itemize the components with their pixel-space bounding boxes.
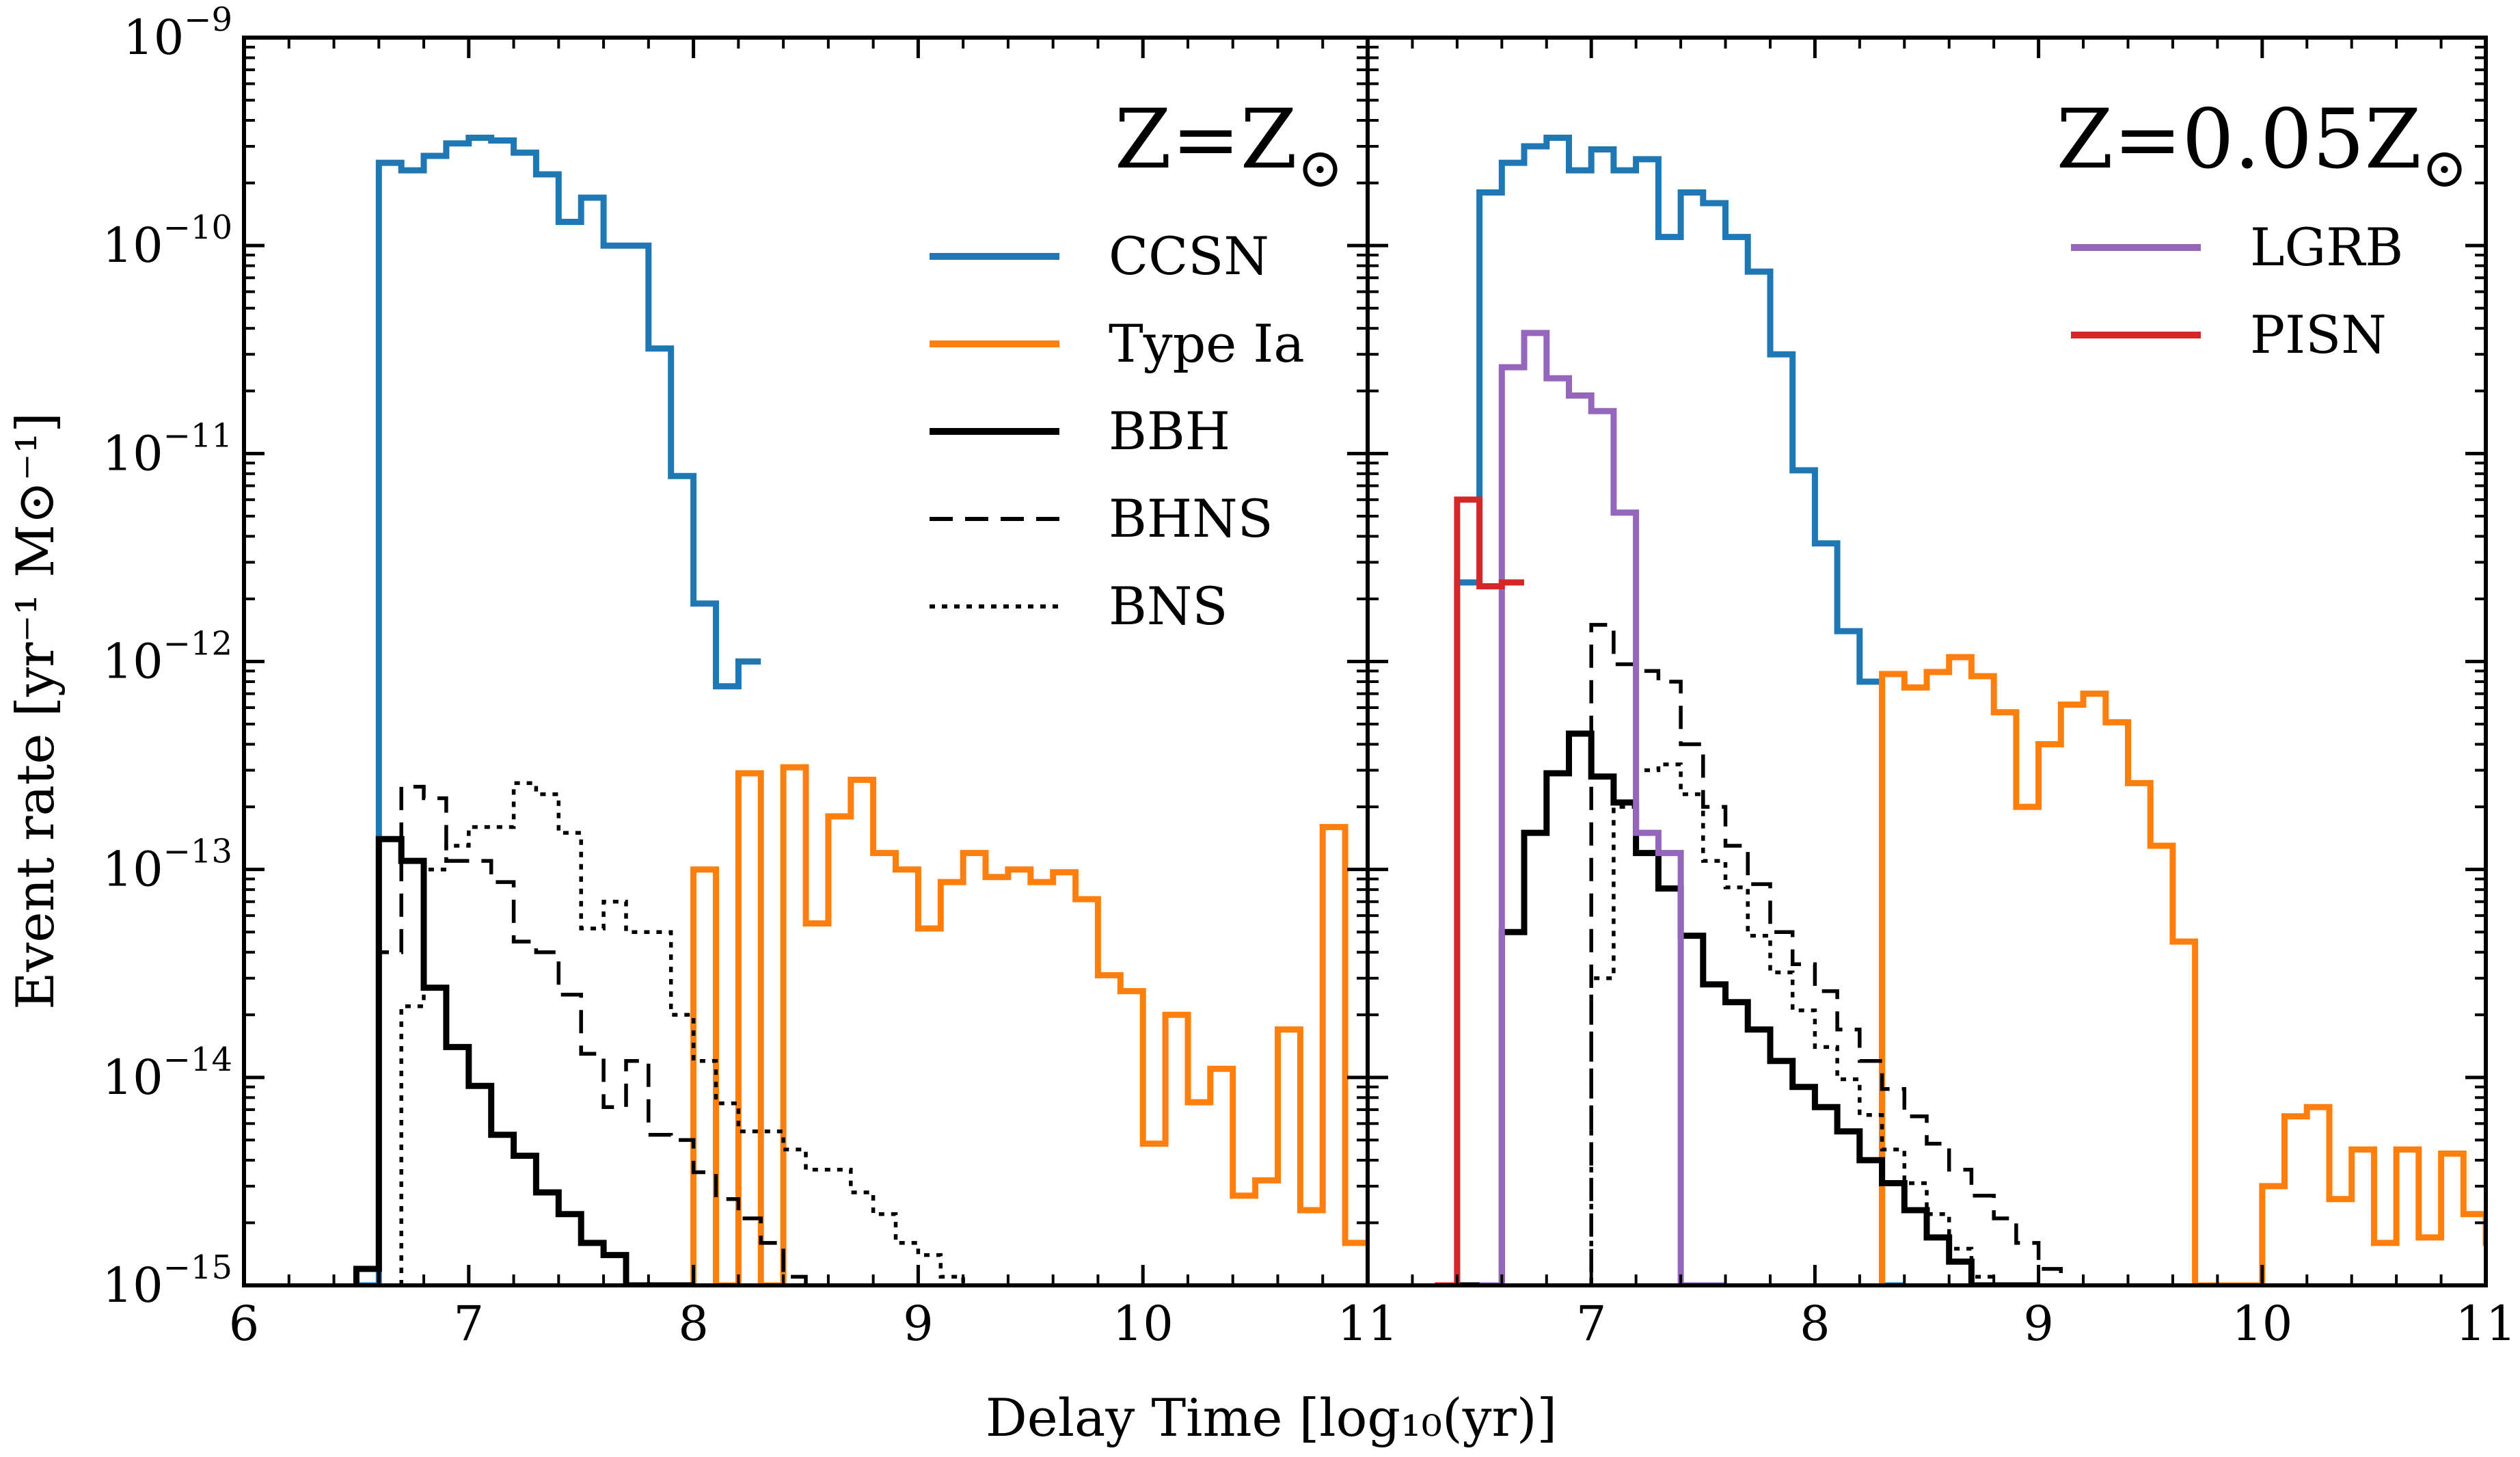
- panel-left-series: [353, 135, 1368, 1285]
- series-bns-line: [399, 781, 986, 1285]
- series-ccsn-line: [356, 135, 761, 1285]
- series-pisn-line: [1435, 496, 1524, 1285]
- legend-item-pisn: PISN: [2071, 304, 2387, 365]
- legend-label: Type Ia: [1109, 313, 1305, 374]
- legend-label: CCSN: [1109, 226, 1269, 286]
- y-tick-label: 10−10: [103, 209, 232, 273]
- legend-left: CCSN Type Ia BBH BHNS BNS: [930, 226, 1305, 637]
- legend-item-lgrb: LGRB: [2071, 217, 2403, 278]
- y-tick-labels: 10−9 10−10 10−11 10−12 10−13 10−14 10−15: [103, 1, 232, 1313]
- series-type-ia-line: [1879, 654, 2486, 1285]
- legend-item-bhns: BHNS: [930, 488, 1273, 549]
- x-tick-label: 9: [903, 1296, 934, 1352]
- panel-title-right: Z=0.05Z⊙: [2056, 92, 2467, 200]
- tick-marks: [1366, 36, 2488, 1287]
- axes-frames: [242, 36, 2488, 1287]
- y-tick-label: 10−9: [123, 1, 232, 66]
- legend-label: BNS: [1109, 576, 1228, 637]
- series-bbh-line: [353, 836, 694, 1285]
- x-axis-title: Delay Time [log₁₀(yr)]: [986, 1387, 1557, 1448]
- y-tick-label: 10−13: [103, 833, 232, 898]
- series-lgrb-line: [1479, 330, 1726, 1285]
- legend-item-type-ia: Type Ia: [930, 313, 1305, 374]
- x-tick-label: 8: [678, 1296, 709, 1352]
- x-tick-label: 11: [1337, 1296, 1398, 1352]
- series-type-ia-line: [690, 764, 1368, 1285]
- panel-right-series: [1435, 135, 2486, 1285]
- legend-item-ccsn: CCSN: [930, 226, 1269, 286]
- y-axis-title: Event rate [yr⁻¹ M⊙⁻¹]: [5, 412, 66, 1010]
- series-bns-line: [1569, 762, 2039, 1285]
- tick-marks: [242, 36, 1370, 1287]
- series-bhns-line: [1569, 623, 2128, 1285]
- y-tick-label: 10−14: [103, 1041, 232, 1106]
- legend-label: PISN: [2250, 304, 2387, 365]
- y-tick-label: 10−12: [103, 625, 232, 690]
- x-tick-labels: 6 7 8 9 10 11 7 8 9 10 11: [229, 1296, 2517, 1352]
- plot-area: [353, 135, 2486, 1285]
- series-bbh-line: [1457, 730, 2039, 1285]
- x-tick-label: 7: [1576, 1296, 1607, 1352]
- x-tick-label: 8: [1800, 1296, 1830, 1352]
- x-tick-label: 6: [229, 1296, 260, 1352]
- legend-label: BHNS: [1109, 488, 1273, 549]
- legend-right: LGRB PISN: [2071, 217, 2403, 365]
- legend-label: BBH: [1109, 401, 1230, 462]
- panel-title-left: Z=Z⊙: [1115, 92, 1343, 200]
- legend-item-bbh: BBH: [930, 401, 1230, 462]
- x-tick-label: 9: [2023, 1296, 2054, 1352]
- y-tick-label: 10−15: [103, 1248, 232, 1313]
- legend-item-bns: BNS: [930, 576, 1228, 637]
- x-tick-label: 10: [1113, 1296, 1174, 1352]
- axes-frame: [242, 36, 1370, 1287]
- x-tick-label: 10: [2232, 1296, 2292, 1352]
- legend-label: LGRB: [2250, 217, 2403, 278]
- series-ccsn-line: [1454, 135, 1905, 1285]
- x-tick-label: 11: [2455, 1296, 2516, 1352]
- x-tick-label: 7: [454, 1296, 485, 1352]
- y-tick-label: 10−11: [103, 416, 232, 481]
- series-bhns-line: [377, 784, 828, 1285]
